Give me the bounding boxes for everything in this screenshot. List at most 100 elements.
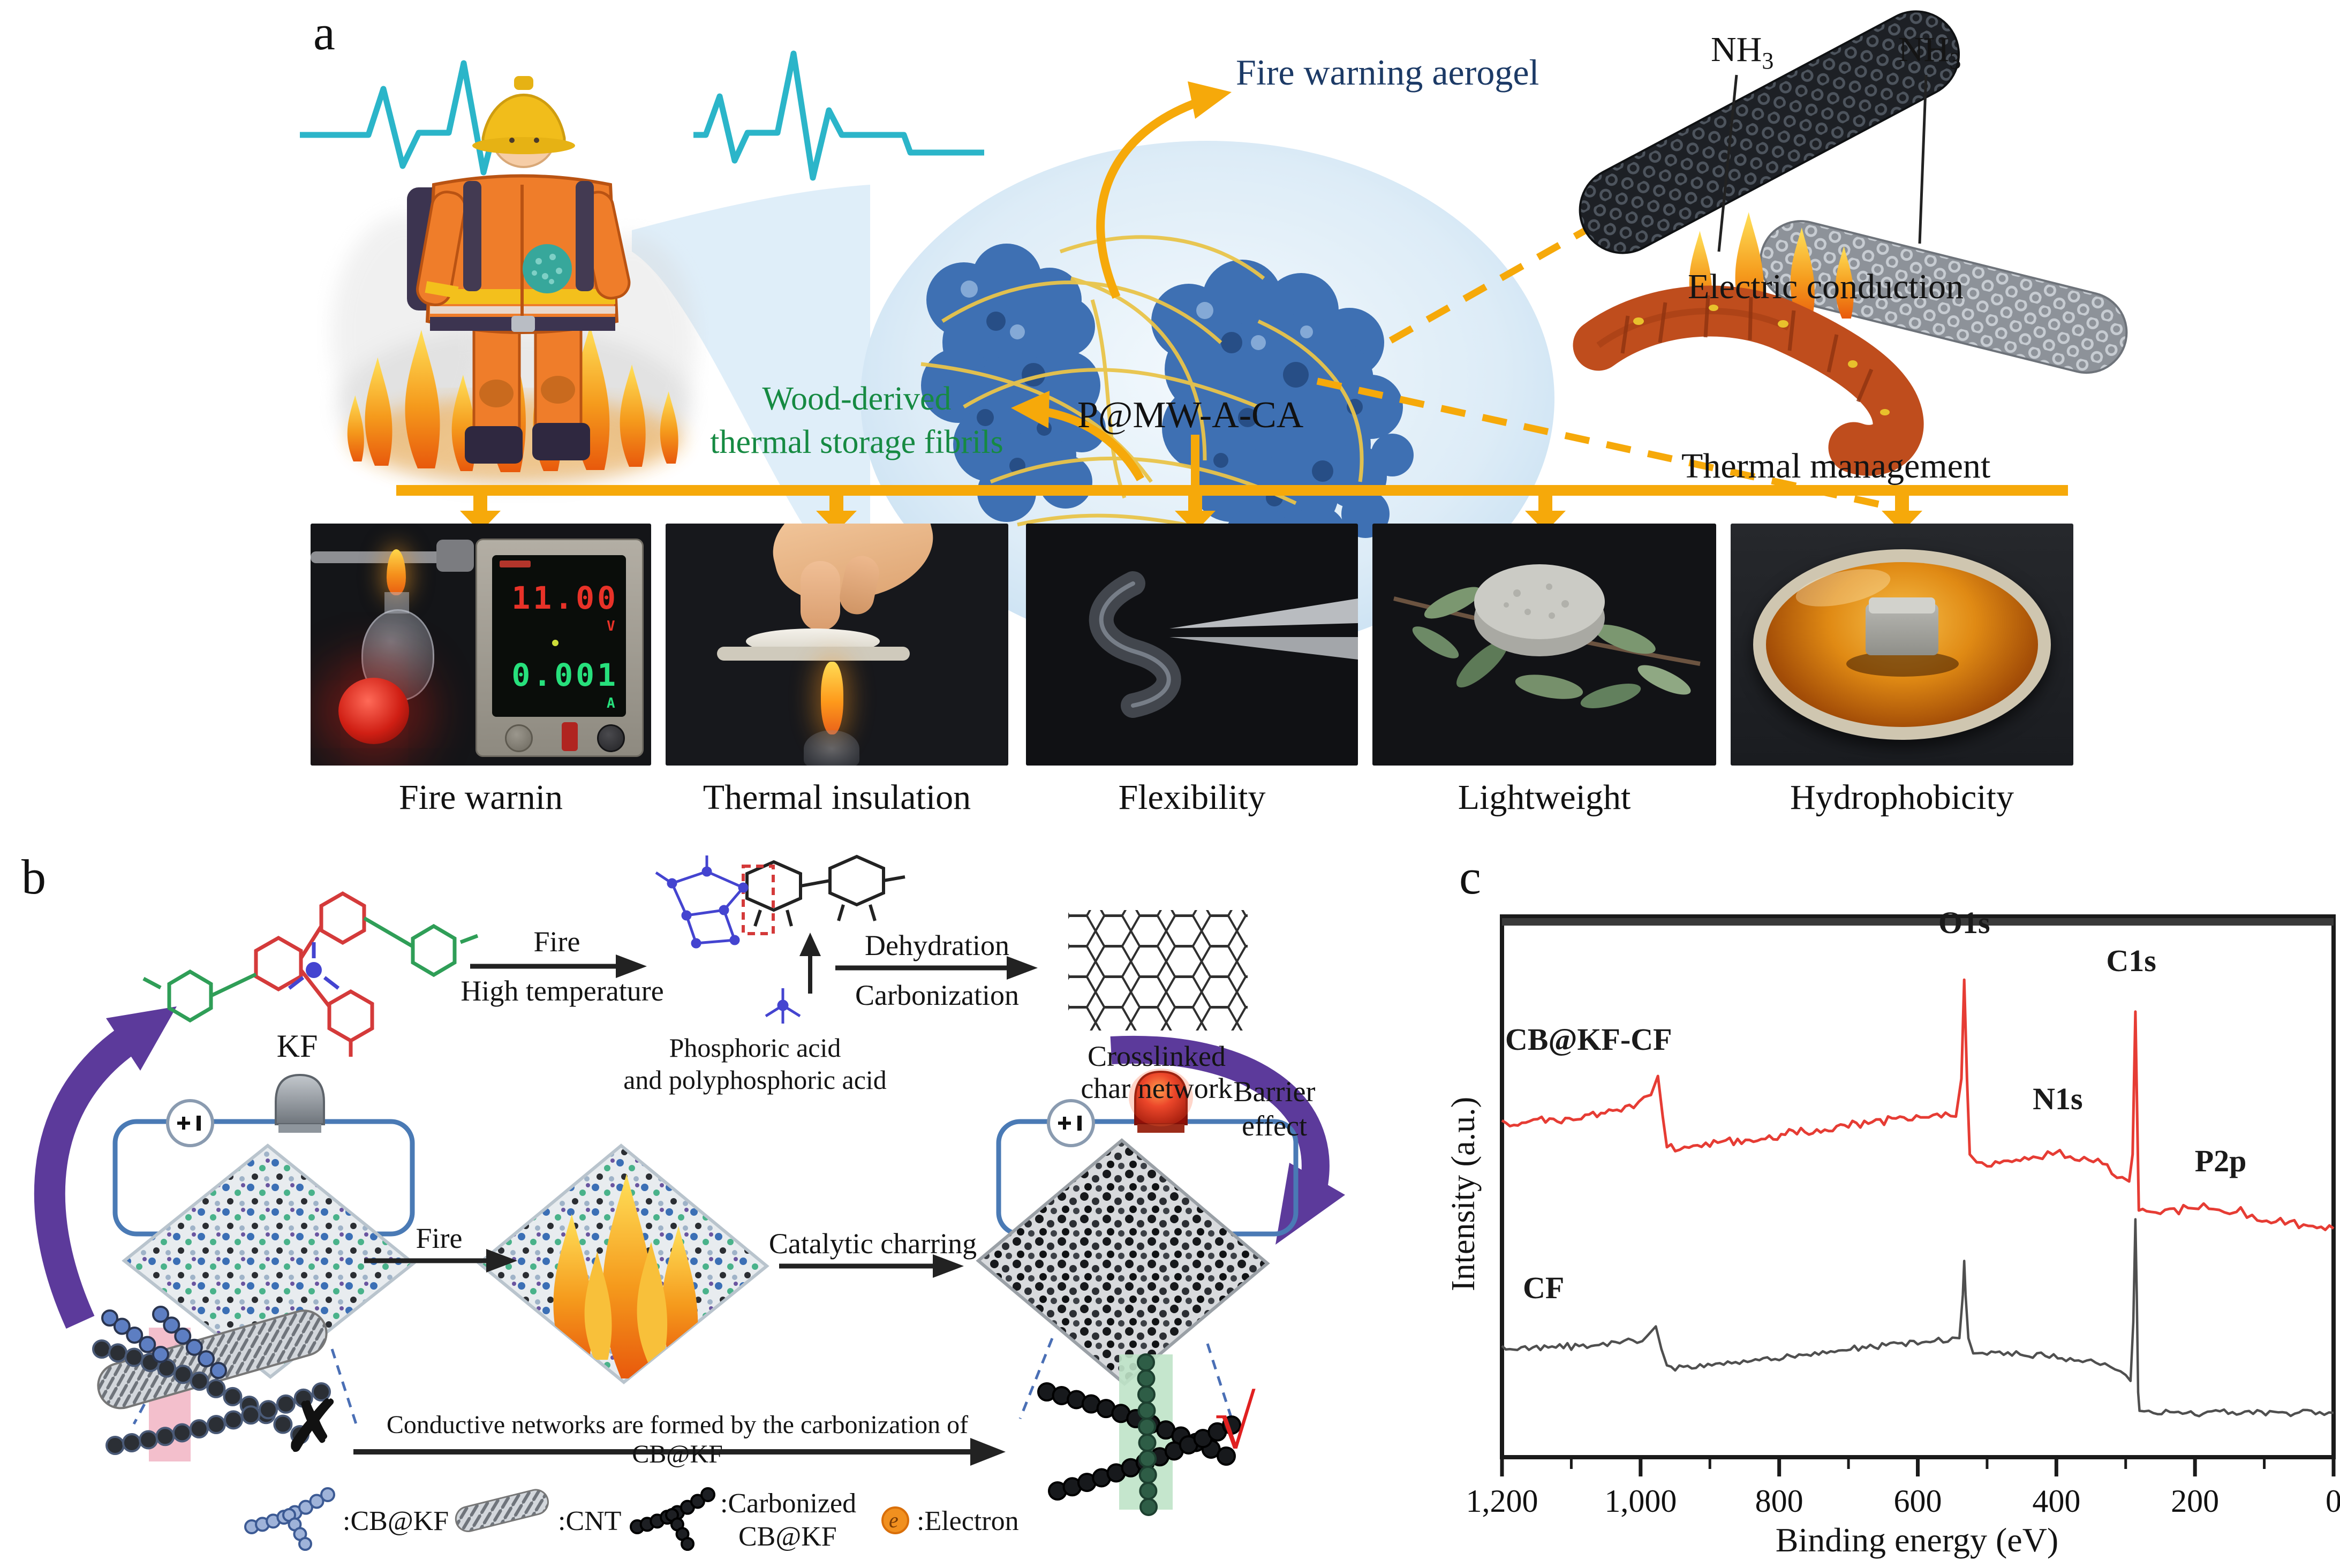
legend-electron-label: :Electron	[917, 1506, 1019, 1536]
circuit-left	[112, 1073, 415, 1237]
bead-chains	[92, 1306, 1241, 1551]
panel-a-label: a	[313, 5, 335, 60]
nh3-sub: 3	[1949, 48, 1961, 74]
voltage-unit: V	[607, 618, 618, 634]
burner-flame-icon	[387, 549, 406, 595]
photo-thermal-insulation	[666, 524, 1008, 766]
char-block	[976, 1138, 1270, 1386]
catalytic-arrow	[779, 1254, 964, 1278]
xps-curve-CF	[1501, 1218, 2334, 1418]
current-unit: A	[607, 695, 618, 711]
photo-fire-warning: 11.00 V 0.001 A	[311, 524, 651, 766]
x-axis-label: Binding energy (eV)	[1775, 1521, 2059, 1559]
finger-icon	[801, 561, 840, 631]
fire-high-temp-arrow	[470, 955, 647, 978]
panel-c-chart	[1500, 914, 2336, 1476]
nh3-base: NH	[1898, 30, 1950, 69]
brand-logo-icon	[500, 560, 531, 567]
legend-carbonized-line1: :Carbonized	[720, 1488, 857, 1519]
current-display: 0.001	[511, 657, 618, 693]
aerogel-block	[122, 1143, 416, 1379]
conductive-text: Conductive networks are formed by the ca…	[386, 1411, 969, 1468]
cnt-rod-icon	[455, 1489, 549, 1532]
cnt-illustration	[1579, 10, 2128, 374]
electric-conduction-label: Electric conduction	[1688, 267, 1964, 306]
material-label: P@MW-A-CA	[1077, 395, 1304, 436]
annotation-CF: CF	[1522, 1270, 1565, 1306]
cellulose-structure-icon	[742, 854, 905, 935]
photo-label-fire-warning: Fire warnin	[398, 778, 563, 817]
photo-flexibility	[1026, 524, 1358, 766]
conductive-arrow	[353, 1438, 1006, 1466]
fibrils-line2: thermal storage fibrils	[710, 424, 1003, 460]
electron-icon	[881, 1506, 909, 1534]
polyphosphoric-structure-icon	[655, 855, 749, 949]
floating-sample-cube-top	[1869, 597, 1935, 613]
dehydration-arrow	[835, 956, 1038, 980]
panel-b-illustration	[34, 854, 1345, 1551]
dehydration-label: Dehydration	[865, 929, 1009, 961]
thermal-management-label: Thermal management	[1681, 446, 1991, 486]
photo-label-hydrophobicity: Hydrophobicity	[1790, 778, 2014, 817]
x-tick-200: 200	[2171, 1483, 2220, 1519]
catalytic-label: Catalytic charring	[768, 1228, 977, 1260]
legend-cnt-label: :CNT	[558, 1506, 622, 1536]
orange-arrows	[396, 81, 2068, 532]
phosphoric-label1: Phosphoric acid	[669, 1033, 841, 1063]
x-tick-400: 400	[2032, 1483, 2081, 1519]
annotation-P2p: P2p	[2194, 1143, 2247, 1178]
flame-column-icon	[821, 662, 843, 734]
banana-jack-icon	[562, 722, 578, 751]
x-tick-0: 0	[2326, 1483, 2340, 1519]
x-tick-1,200: 1,200	[1466, 1483, 1538, 1519]
y-axis-label: Intensity (a.u.)	[1445, 1096, 1482, 1291]
nh3-sub: 3	[1762, 48, 1774, 74]
lamp-off-icon	[275, 1073, 325, 1125]
fire-high-temp-label2: High temperature	[461, 975, 664, 1007]
annotation-O1s: O1s	[1938, 905, 1990, 941]
power-supply-screen: 11.00 V 0.001 A	[492, 555, 626, 717]
plot-frame	[1500, 914, 2336, 1459]
cube-shadow	[1846, 651, 1959, 677]
panel-c-label: c	[1459, 850, 1481, 904]
indicator-led-icon	[552, 640, 558, 646]
ekg-waveform-icon	[300, 50, 984, 181]
kf-label: KF	[276, 1028, 318, 1064]
alarm-lamp-icon	[338, 678, 409, 744]
carbonization-label: Carbonization	[855, 979, 1019, 1011]
photo-label-flexibility: Flexibility	[1118, 778, 1266, 817]
folded-aerogel-strip	[1089, 571, 1181, 718]
photo-label-thermal-insulation: Thermal insulation	[703, 778, 971, 817]
photo-label-lightweight: Lightweight	[1458, 778, 1631, 817]
legend-cbkf-label: :CB@KF	[343, 1506, 449, 1536]
legend-carbonized-label: :Carbonized CB@KF	[720, 1487, 856, 1554]
annotation-N1s: N1s	[2033, 1081, 2083, 1116]
xps-curve-CB@KF-CF	[1501, 978, 2335, 1231]
xps-curves	[1501, 978, 2335, 1418]
knob-icon	[597, 724, 625, 752]
barrier-label2: effect	[1242, 1110, 1307, 1142]
knob-icon	[505, 724, 533, 752]
electron-symbol: e	[889, 1508, 899, 1532]
annotation-C1s: C1s	[2106, 943, 2156, 979]
lamp-on-icon	[1134, 1070, 1188, 1125]
aerogel-title: Fire warning aerogel	[1236, 52, 1539, 93]
fire-arrow	[364, 1249, 517, 1272]
x-tick-600: 600	[1893, 1483, 1942, 1519]
zoom-dashes	[132, 1338, 1233, 1425]
phosphoric-label2: and polyphosphoric acid	[623, 1065, 887, 1095]
nh3-label-left: NH3	[1711, 29, 1773, 74]
x-tick-1,000: 1,000	[1604, 1483, 1677, 1519]
kf-molecule-icon	[142, 891, 479, 1057]
burner-icon	[804, 730, 859, 766]
x-tick-800: 800	[1755, 1483, 1803, 1519]
aerogel-disc	[1474, 564, 1605, 656]
annotation-CB@KF-CF: CB@KF-CF	[1505, 1021, 1672, 1057]
down-arrows	[460, 495, 1922, 532]
check-mark: √	[1214, 1382, 1256, 1465]
photo-lightweight	[1372, 524, 1716, 766]
legend-carbonized-line2: CB@KF	[738, 1521, 837, 1552]
zoom-beam	[632, 185, 870, 610]
axis-ticks	[1500, 1457, 2336, 1476]
